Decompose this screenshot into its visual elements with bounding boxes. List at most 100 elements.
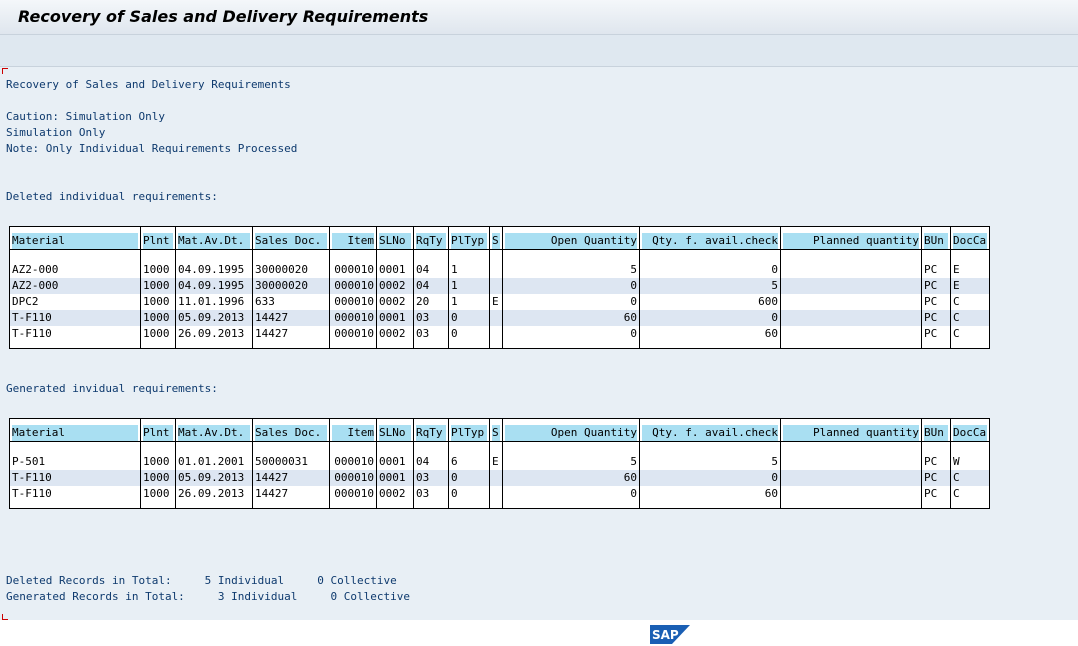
- col-item-cell: 000010: [329, 310, 377, 326]
- col-mat-av-dt-header[interactable]: Mat.Av.Dt.: [175, 233, 253, 250]
- column-header-label: Mat.Av.Dt.: [178, 425, 250, 441]
- column-header-label: Open Quantity: [505, 233, 637, 249]
- col-material-cell: T-F110: [9, 486, 141, 502]
- col-slno-header[interactable]: SLNo: [376, 425, 414, 442]
- col-mat-av-dt-cell: 05.09.2013: [175, 310, 253, 326]
- col-rqty-cell: 03: [413, 486, 449, 502]
- col-pltyp-cell: 1: [448, 294, 490, 310]
- col-planned-quantity-header[interactable]: Planned quantity: [780, 425, 922, 442]
- col-item-cell: 000010: [329, 294, 377, 310]
- col-material-cell: AZ2-000: [9, 278, 141, 294]
- column-header-label: Item: [332, 233, 374, 249]
- col-bun-cell: PC: [921, 470, 951, 486]
- col-pltyp-cell: 0: [448, 310, 490, 326]
- col-docca-cell: C: [950, 326, 990, 342]
- col-mat-av-dt-header[interactable]: Mat.Av.Dt.: [175, 425, 253, 442]
- col-qty-avail-check-cell: 5: [639, 454, 781, 470]
- col-item-cell: 000010: [329, 454, 377, 470]
- application-toolbar: [0, 35, 1078, 67]
- col-item-header[interactable]: Item: [329, 233, 377, 250]
- col-item-cell: 000010: [329, 470, 377, 486]
- table-row[interactable]: AZ2-000 1000 04.09.1995 30000020 000010 0001 0…: [9, 262, 990, 278]
- col-slno-cell: 0001: [376, 262, 414, 278]
- col-rqty-header[interactable]: RqTy: [413, 233, 449, 250]
- table-row[interactable]: P-501 1000 01.01.2001 50000031 000010 0001 04 6…: [9, 454, 990, 470]
- col-rqty-cell: 04: [413, 278, 449, 294]
- col-bun-cell: PC: [921, 294, 951, 310]
- col-rqty-header[interactable]: RqTy: [413, 425, 449, 442]
- col-mat-av-dt-cell: 05.09.2013: [175, 470, 253, 486]
- col-material-cell: T-F110: [9, 310, 141, 326]
- col-item-header[interactable]: Item: [329, 425, 377, 442]
- col-slno-cell: 0002: [376, 326, 414, 342]
- sap-logo-text: SAP: [652, 628, 679, 642]
- col-mat-av-dt-cell: 04.09.1995: [175, 278, 253, 294]
- col-slno-cell: 0002: [376, 486, 414, 502]
- col-qty-avail-check-cell: 600: [639, 294, 781, 310]
- table-row[interactable]: AZ2-000 1000 04.09.1995 30000020 000010 0002 0…: [9, 278, 990, 294]
- col-plnt-header[interactable]: Plnt: [140, 233, 176, 250]
- table-row[interactable]: T-F110 1000 26.09.2013 14427 000010 0002 03 0 0 6…: [9, 486, 990, 502]
- generated-section-label: Generated invidual requirements:: [6, 382, 218, 395]
- col-material-header[interactable]: Material: [9, 425, 141, 442]
- sap-logo-shape: [650, 625, 690, 644]
- column-header-label: SLNo: [379, 425, 411, 441]
- col-bun-header[interactable]: BUn: [921, 233, 951, 250]
- col-sales-doc-cell: 14427: [252, 470, 330, 486]
- col-plnt-cell: 1000: [140, 486, 176, 502]
- col-open-quantity-cell: 0: [502, 278, 640, 294]
- col-qty-avail-check-header[interactable]: Qty. f. avail.check: [639, 425, 781, 442]
- column-header-label: Qty. f. avail.check: [642, 425, 778, 441]
- col-plnt-cell: 1000: [140, 294, 176, 310]
- col-pltyp-cell: 0: [448, 486, 490, 502]
- col-s-header[interactable]: S: [489, 233, 503, 250]
- col-sales-doc-cell: 14427: [252, 486, 330, 502]
- col-docca-header[interactable]: DocCa: [950, 233, 990, 250]
- col-material-cell: P-501: [9, 454, 141, 470]
- table-row[interactable]: DPC2 1000 11.01.1996 633 000010 0002 20 1 E 0 600 P…: [9, 294, 990, 310]
- col-docca-cell: W: [950, 454, 990, 470]
- column-header-label: Material: [12, 425, 138, 441]
- col-open-quantity-cell: 0: [502, 486, 640, 502]
- generated-requirements-table: Material Plnt Mat.Av.Dt. Sales Doc. Item SLNo…: [9, 418, 990, 509]
- col-material-cell: DPC2: [9, 294, 141, 310]
- col-mat-av-dt-cell: 04.09.1995: [175, 262, 253, 278]
- col-bun-header[interactable]: BUn: [921, 425, 951, 442]
- col-sales-doc-header[interactable]: Sales Doc.: [252, 425, 330, 442]
- caution-text: Caution: Simulation Only: [6, 110, 165, 123]
- col-planned-quantity-cell: [780, 470, 922, 486]
- col-pltyp-header[interactable]: PlTyp: [448, 233, 490, 250]
- col-planned-quantity-header[interactable]: Planned quantity: [780, 233, 922, 250]
- col-pltyp-header[interactable]: PlTyp: [448, 425, 490, 442]
- col-sales-doc-header[interactable]: Sales Doc.: [252, 233, 330, 250]
- col-plnt-header[interactable]: Plnt: [140, 425, 176, 442]
- col-docca-cell: C: [950, 310, 990, 326]
- table-row[interactable]: T-F110 1000 05.09.2013 14427 000010 0001 03 0 60…: [9, 470, 990, 486]
- column-header-label: Plnt: [143, 425, 173, 441]
- col-material-header[interactable]: Material: [9, 233, 141, 250]
- col-planned-quantity-cell: [780, 262, 922, 278]
- note-text: Note: Only Individual Requirements Proce…: [6, 142, 298, 155]
- col-mat-av-dt-cell: 26.09.2013: [175, 326, 253, 342]
- column-header-label: Mat.Av.Dt.: [178, 233, 250, 249]
- col-rqty-cell: 20: [413, 294, 449, 310]
- deleted-total-line: Deleted Records in Total: 5 Individual 0…: [6, 574, 397, 587]
- col-rqty-cell: 03: [413, 310, 449, 326]
- col-item-cell: 000010: [329, 278, 377, 294]
- col-slno-header[interactable]: SLNo: [376, 233, 414, 250]
- col-rqty-cell: 04: [413, 454, 449, 470]
- col-qty-avail-check-header[interactable]: Qty. f. avail.check: [639, 233, 781, 250]
- table-row[interactable]: T-F110 1000 05.09.2013 14427 000010 0001 03 0 60…: [9, 310, 990, 326]
- col-plnt-cell: 1000: [140, 262, 176, 278]
- col-open-quantity-cell: 60: [502, 310, 640, 326]
- col-item-cell: 000010: [329, 486, 377, 502]
- col-s-cell: E: [489, 454, 503, 470]
- col-open-quantity-header[interactable]: Open Quantity: [502, 425, 640, 442]
- col-s-header[interactable]: S: [489, 425, 503, 442]
- col-open-quantity-header[interactable]: Open Quantity: [502, 233, 640, 250]
- table-row[interactable]: T-F110 1000 26.09.2013 14427 000010 0002 03 0 0 6…: [9, 326, 990, 342]
- col-item-cell: 000010: [329, 262, 377, 278]
- col-mat-av-dt-cell: 11.01.1996: [175, 294, 253, 310]
- col-docca-cell: E: [950, 262, 990, 278]
- col-docca-header[interactable]: DocCa: [950, 425, 990, 442]
